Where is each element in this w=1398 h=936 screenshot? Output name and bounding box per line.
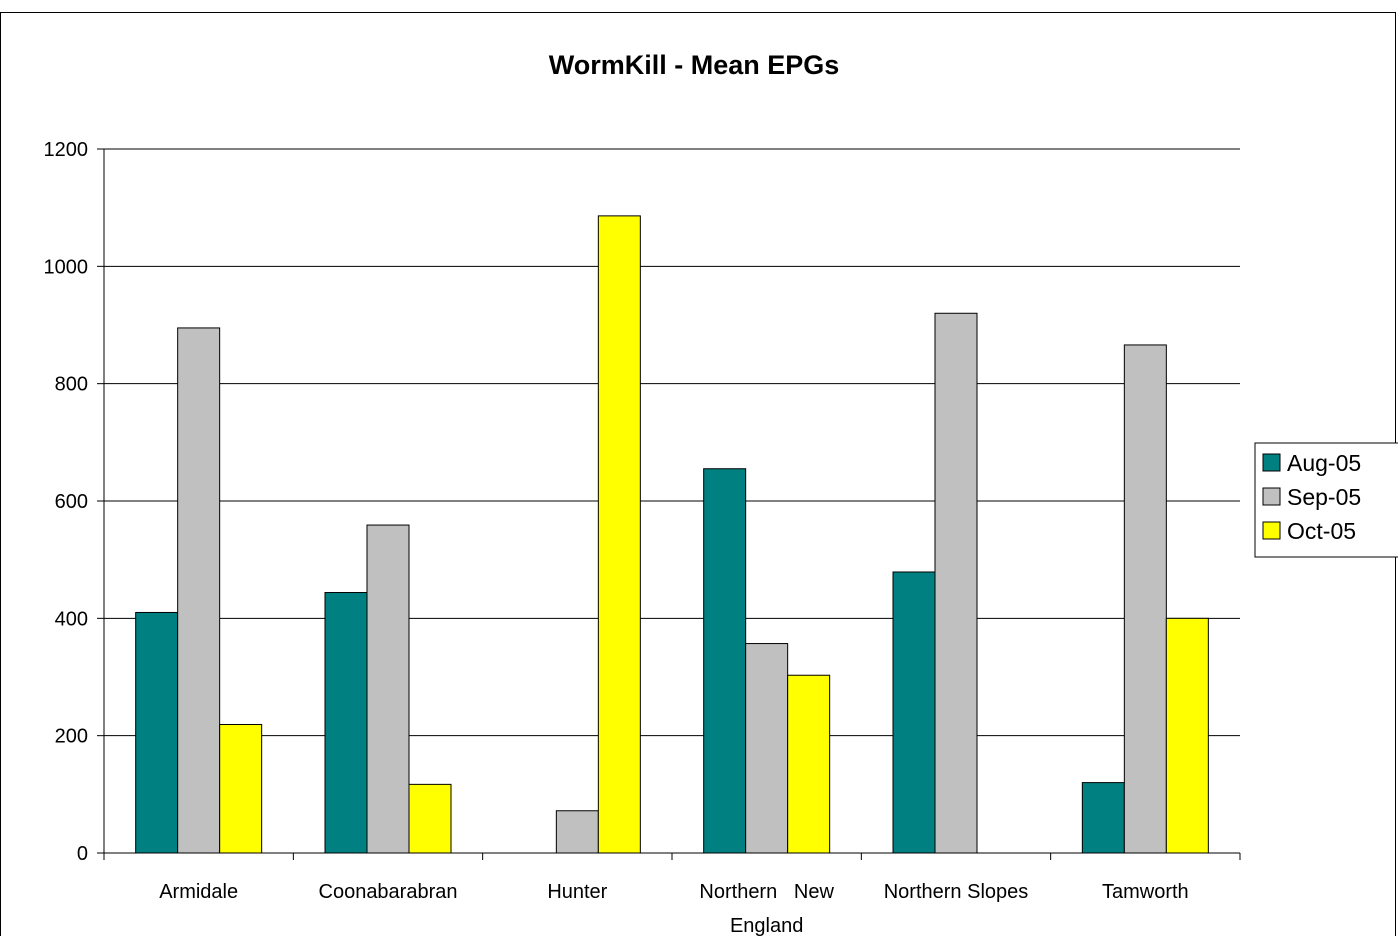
axes	[97, 148, 1241, 860]
x-tick-label: England	[730, 915, 803, 936]
bar-oct-05-coonabarabran	[408, 783, 452, 854]
bar-sep-05-northern-new-england	[745, 643, 789, 854]
gridlines	[104, 148, 1240, 737]
legend: Aug-05 Sep-05 Oct-05	[1254, 442, 1398, 558]
x-tick-label: Coonabarabran	[319, 881, 458, 903]
legend-label: Oct-05	[1287, 518, 1356, 544]
bar-sep-05-northern-slopes	[934, 312, 978, 854]
x-tick-label: Tamworth	[1102, 881, 1189, 903]
bars	[135, 215, 1209, 854]
bar-oct-05-northern-new-england	[787, 674, 831, 854]
y-tick-label: 200	[55, 726, 88, 748]
bar-oct-05-tamworth	[1165, 617, 1209, 854]
x-tick-label: Armidale	[159, 881, 238, 903]
bar-aug-05-northern-new-england	[703, 468, 747, 854]
bar-aug-05-tamworth	[1081, 782, 1125, 854]
legend-swatch	[1262, 487, 1281, 506]
legend-label: Sep-05	[1287, 484, 1361, 510]
chart-title: WormKill - Mean EPGs	[549, 50, 840, 80]
y-tick-label: 800	[55, 374, 88, 396]
bar-aug-05-coonabarabran	[324, 592, 368, 854]
bar-aug-05-armidale	[135, 611, 179, 854]
legend-swatch	[1262, 521, 1281, 540]
y-tick-labels: 0 200 400 600 800 1000 1200	[44, 139, 89, 865]
legend-swatch	[1262, 453, 1281, 472]
y-tick-label: 400	[55, 608, 88, 630]
bar-sep-05-coonabarabran	[366, 524, 410, 854]
bar-sep-05-hunter	[555, 810, 599, 854]
x-tick-label: Hunter	[547, 881, 607, 903]
x-tick-label: Northern New	[699, 881, 834, 903]
bar-oct-05-hunter	[597, 215, 641, 854]
bar-aug-05-northern-slopes	[892, 571, 936, 854]
bar-oct-05-armidale	[219, 724, 263, 854]
y-tick-label: 1200	[44, 139, 89, 161]
y-tick-label: 600	[55, 491, 88, 513]
x-tick-label: Northern Slopes	[884, 881, 1029, 903]
x-tick-labels: Armidale Coonabarabran Hunter Northern New E…	[159, 881, 1188, 936]
bar-sep-05-armidale	[177, 327, 221, 854]
legend-label: Aug-05	[1287, 450, 1361, 476]
bar-sep-05-tamworth	[1123, 344, 1167, 854]
y-tick-label: 1000	[44, 256, 89, 278]
y-tick-label: 0	[77, 843, 88, 865]
